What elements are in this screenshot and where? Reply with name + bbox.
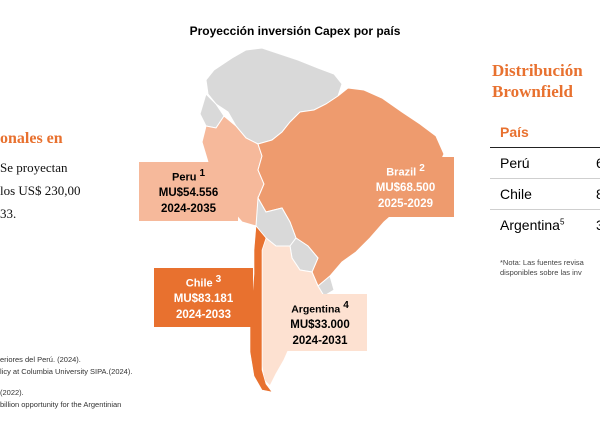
table-row: Perú 6 bbox=[490, 148, 600, 179]
capex-period: 2024-2033 bbox=[176, 308, 231, 321]
table-row: Argentina5 3 bbox=[490, 210, 600, 240]
capex-amount: MU$33.000 bbox=[290, 318, 350, 331]
map-title: Proyección inversión Capex por país bbox=[189, 24, 401, 38]
country-card-peru: Peru 1 MU$54.556 2024-2035 bbox=[139, 162, 238, 221]
country-card-chile: Chile 3 MU$83.181 2024-2033 bbox=[154, 268, 253, 327]
country-footnote: 3 bbox=[215, 274, 222, 285]
table-cell-value: 3 bbox=[596, 217, 600, 233]
country-footnote: 4 bbox=[343, 300, 349, 311]
table-cell-value: 8 bbox=[596, 186, 600, 202]
map-region-brazil bbox=[257, 87, 445, 287]
table-header-country: País bbox=[490, 116, 600, 148]
right-title-line: Brownfield bbox=[492, 82, 573, 101]
country-name: Chile bbox=[185, 277, 213, 290]
left-text-line: los US$ 230,00 bbox=[0, 183, 81, 198]
country-card-brazil: Brazil 2 MU$68.500 2025-2029 bbox=[357, 157, 454, 217]
left-footnote: eriores del Perú. (2024). bbox=[0, 355, 81, 364]
capex-period: 2025-2029 bbox=[378, 197, 433, 210]
country-footnote: 1 bbox=[199, 168, 206, 179]
country-name: Argentina bbox=[291, 303, 341, 316]
capex-period: 2024-2031 bbox=[292, 334, 348, 347]
country-name: Brazil bbox=[386, 166, 417, 179]
right-note-line: disponibles sobre las inv bbox=[500, 268, 582, 277]
left-heading: onales en bbox=[0, 130, 63, 147]
left-text-line: 33. bbox=[0, 206, 17, 221]
table-cell-country: Chile bbox=[500, 186, 532, 202]
table-row: Chile 8 bbox=[490, 179, 600, 210]
right-note-line: *Nota: Las fuentes revisa bbox=[500, 258, 584, 267]
table-cell-footnote: 5 bbox=[559, 217, 565, 227]
table-cell-country: Argentina bbox=[500, 217, 560, 233]
country-card-argentina: Argentina 4 MU$33.000 2024-2031 bbox=[273, 294, 367, 351]
left-text-line: Se proyectan bbox=[0, 160, 68, 175]
distribution-table: País Perú 6 Chile 8 Argentina5 3 bbox=[490, 116, 600, 240]
country-name: Peru bbox=[171, 171, 197, 184]
capex-period: 2024-2035 bbox=[161, 202, 216, 215]
right-title-line: Distribución bbox=[492, 61, 583, 80]
table-cell-country: Perú bbox=[500, 155, 530, 171]
left-footnote: (2022). bbox=[0, 388, 24, 397]
right-title: Distribución Brownfield bbox=[492, 60, 583, 102]
capex-amount: MU$83.181 bbox=[173, 292, 234, 305]
right-note: *Nota: Las fuentes revisa disponibles so… bbox=[500, 258, 584, 278]
left-footnote: billion opportunity for the Argentinian bbox=[0, 400, 122, 409]
left-footnote: licy at Columbia University SIPA.(2024). bbox=[0, 367, 133, 376]
table-cell-value: 6 bbox=[596, 155, 600, 171]
capex-amount: MU$54.556 bbox=[158, 186, 219, 199]
country-footnote: 2 bbox=[419, 163, 425, 174]
capex-amount: MU$68.500 bbox=[375, 181, 436, 194]
